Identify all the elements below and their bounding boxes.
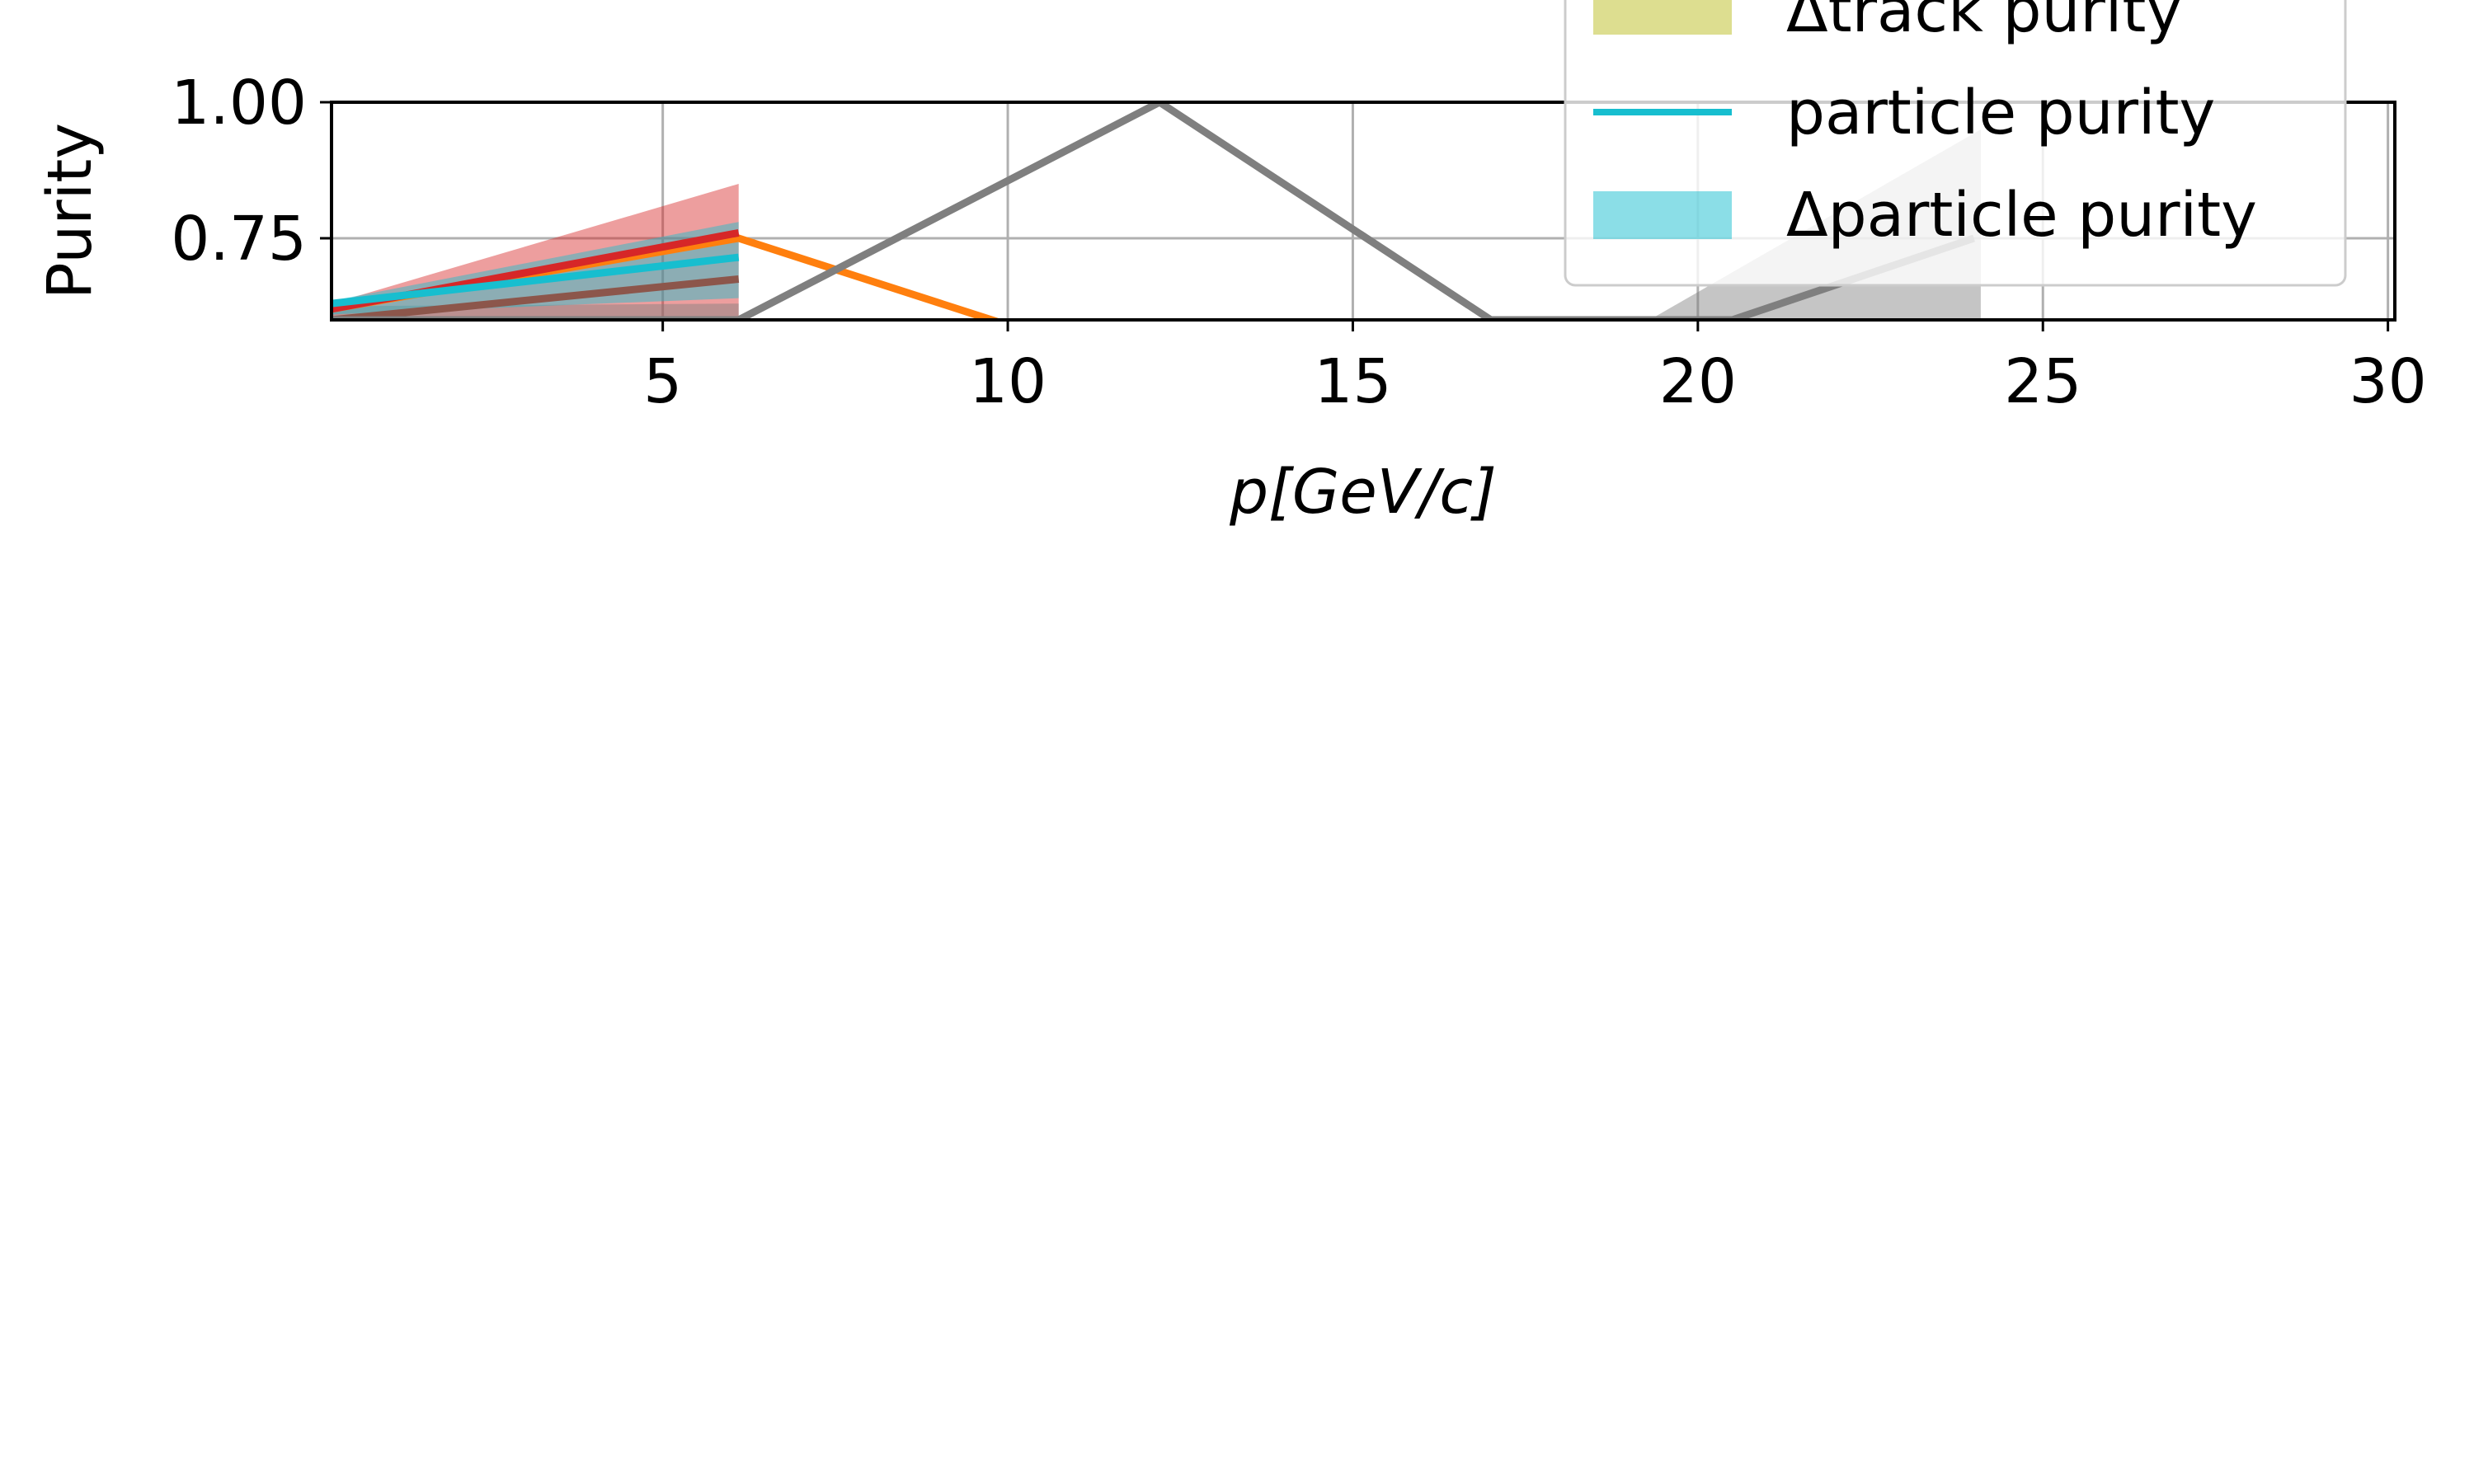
plot-frame	[330, 101, 2396, 322]
x-tick-label: 5	[643, 346, 682, 417]
x-tick-label: 10	[969, 346, 1047, 417]
x-tick-label: 15	[1314, 346, 1391, 417]
legend-swatch-particle-band	[1593, 191, 1732, 239]
legend-label-particle-line: particle purity	[1786, 77, 2215, 148]
y-tick-label: 1.00	[171, 68, 307, 139]
legend-swatch-track-band	[1593, 0, 1732, 35]
legend-label-particle-band: Δparticle purity	[1786, 180, 2257, 251]
ticks: 5 10 15 20 25 30 0.75 1.00	[171, 68, 2426, 417]
x-tick-label: 25	[2004, 346, 2081, 417]
legend: Δtrack purity particle purity Δparticle …	[1564, 0, 2347, 287]
x-tick-label: 30	[2349, 346, 2427, 417]
legend-box	[1564, 0, 2347, 287]
series-line	[332, 253, 740, 308]
y-axis-label: Purity	[35, 123, 106, 299]
x-axis-label: p[GeV/c]	[1229, 457, 1497, 528]
y-tick-label: 0.75	[171, 204, 307, 275]
x-tick-label: 20	[1659, 346, 1737, 417]
legend-label-track-band: Δtrack purity	[1786, 0, 2182, 46]
series-line	[332, 275, 740, 320]
series-line	[332, 102, 1975, 320]
